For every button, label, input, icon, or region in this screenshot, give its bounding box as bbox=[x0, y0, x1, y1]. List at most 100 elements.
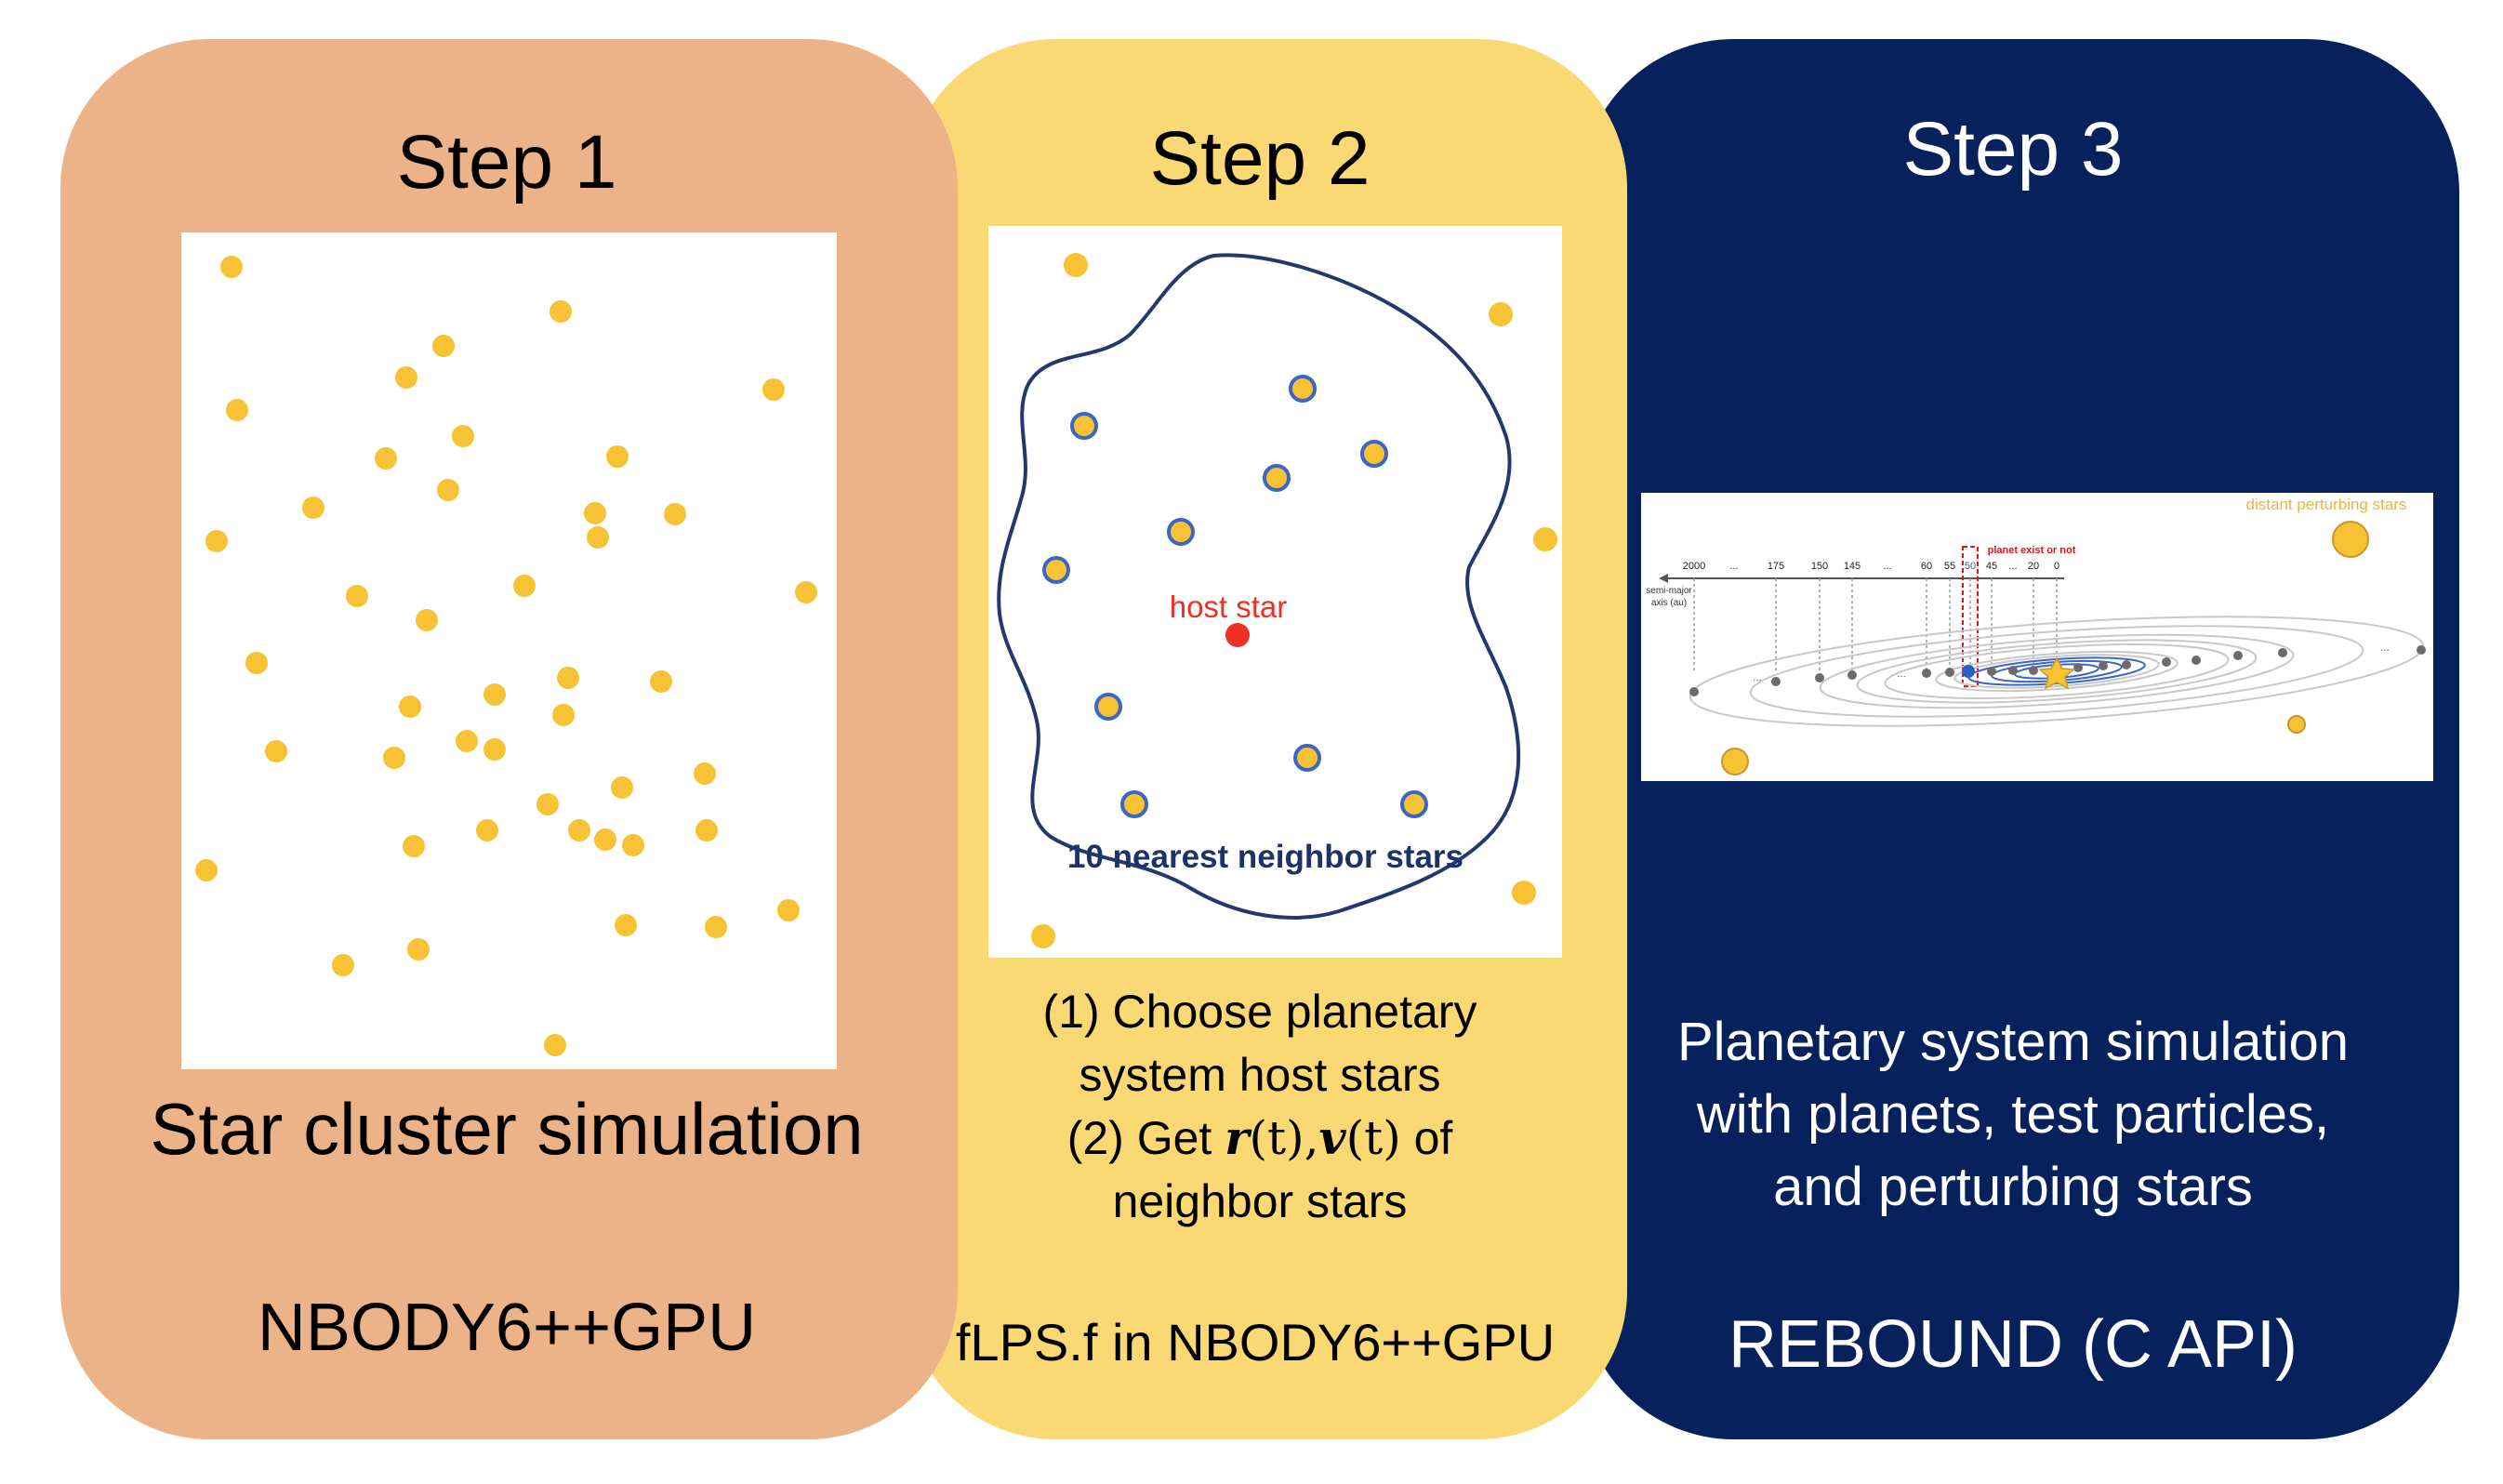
axis-label-line1: semi-major bbox=[1646, 586, 1692, 596]
cluster-star bbox=[403, 835, 425, 857]
axis-tick-label: 145 bbox=[1844, 561, 1861, 572]
field-star bbox=[1512, 881, 1536, 905]
cluster-star bbox=[483, 738, 506, 761]
orbit-ellipse bbox=[1856, 639, 2258, 704]
perturber-label: distant perturbing stars bbox=[2246, 496, 2407, 513]
cluster-star bbox=[536, 793, 559, 815]
neighbor-stars bbox=[1042, 375, 1428, 818]
step2-desc-line3-prefix: (2) Get bbox=[1066, 1112, 1225, 1164]
step3-caption-line1: Planetary system simulation bbox=[1676, 1012, 2350, 1072]
step2-tool: fLPS.f in NBODY6++GPU bbox=[955, 1313, 1556, 1371]
test-particle bbox=[1689, 687, 1699, 696]
cluster-star bbox=[416, 609, 438, 631]
position-symbol: r bbox=[1225, 1110, 1250, 1165]
perturber-star-bottom-right bbox=[2287, 715, 2306, 734]
cluster-star bbox=[195, 859, 218, 881]
host-star bbox=[1225, 623, 1250, 647]
cluster-star bbox=[513, 575, 536, 597]
test-particle bbox=[2278, 648, 2287, 657]
cluster-star bbox=[777, 899, 800, 921]
test-particle bbox=[1945, 668, 1954, 677]
neighbor-star bbox=[1400, 790, 1428, 818]
cluster-box bbox=[181, 232, 837, 1069]
step2-title: Step 2 bbox=[1149, 116, 1371, 201]
field-star bbox=[1031, 924, 1055, 948]
axis-tick-label: 45 bbox=[1986, 561, 1997, 572]
neighborhood-boundary bbox=[997, 253, 1521, 920]
neighbor-label: 10 nearest neighbor stars bbox=[1067, 839, 1463, 875]
cluster-star bbox=[205, 530, 228, 552]
perturber-star-bottom-left bbox=[1721, 748, 1749, 775]
step1-tool: NBODY6++GPU bbox=[257, 1291, 757, 1365]
orbit-ellipse bbox=[1884, 643, 2230, 699]
axis-tick-label: 50 bbox=[1965, 561, 1976, 572]
cluster-star bbox=[650, 670, 672, 693]
cluster-star bbox=[694, 762, 716, 785]
axis-tick-label: 60 bbox=[1921, 561, 1932, 572]
orbit-bodies: ......... bbox=[1689, 641, 2426, 696]
cluster-star bbox=[456, 730, 478, 752]
cluster-star bbox=[432, 335, 455, 357]
step3-tool: REBOUND (C API) bbox=[1728, 1307, 2298, 1382]
cluster-star bbox=[622, 834, 644, 856]
cluster-star bbox=[615, 914, 637, 936]
perturber-star-large bbox=[2332, 521, 2369, 558]
axis-tick-label: 55 bbox=[1944, 561, 1955, 572]
step2-desc-line3-suffix: of bbox=[1400, 1112, 1453, 1164]
cluster-star bbox=[587, 526, 609, 549]
step2-desc-line3: (2) Get r(t),v(t) of bbox=[930, 1106, 1590, 1170]
neighbor-star bbox=[1070, 412, 1098, 440]
neighbor-star bbox=[1042, 556, 1070, 584]
test-particle bbox=[2162, 657, 2171, 667]
axis-tick-label: ... bbox=[2008, 561, 2017, 572]
orbit-ellipse bbox=[1935, 650, 2179, 693]
velocity-symbol: v bbox=[1318, 1110, 1346, 1165]
planet-slot-label: planet exist or not bbox=[1988, 545, 2076, 556]
cluster-star bbox=[452, 425, 474, 447]
cluster-star bbox=[226, 399, 248, 421]
step2-desc-line1: (1) Choose planetary bbox=[1042, 986, 1477, 1038]
cluster-star bbox=[664, 503, 686, 525]
cluster-star bbox=[395, 366, 417, 389]
test-particle bbox=[2192, 656, 2201, 665]
step3-title: Step 3 bbox=[1902, 107, 2124, 192]
axis-tick-label: 2000 bbox=[1683, 561, 1705, 572]
orbit-ellipsis: ... bbox=[1753, 670, 1762, 683]
orbit-ellipse bbox=[1953, 654, 2160, 689]
cluster-star bbox=[544, 1034, 566, 1056]
neighbor-star bbox=[1289, 375, 1317, 403]
cluster-star bbox=[568, 819, 590, 841]
cluster-star bbox=[302, 497, 324, 519]
axis-tick-label: ... bbox=[1729, 561, 1738, 572]
test-particle bbox=[1987, 667, 1996, 676]
cluster-star bbox=[399, 696, 421, 718]
step2-desc-line4: neighbor stars bbox=[1112, 1175, 1408, 1227]
test-particle bbox=[1847, 670, 1857, 680]
cluster-star bbox=[220, 256, 243, 278]
cluster-star bbox=[332, 954, 354, 976]
test-particle bbox=[2008, 666, 2018, 675]
cluster-star bbox=[346, 585, 368, 607]
neighbor-star bbox=[1094, 693, 1122, 721]
neighbor-star bbox=[1167, 518, 1195, 546]
axis-tick-label: 20 bbox=[2028, 561, 2039, 572]
cluster-star bbox=[695, 819, 718, 841]
step3-caption-line2: with planets, test particles, bbox=[1696, 1084, 2330, 1145]
orbit-ellipse bbox=[1749, 625, 2364, 718]
axis-arrowhead bbox=[1659, 574, 1668, 583]
cluster-star bbox=[407, 938, 430, 961]
cluster-star bbox=[437, 479, 459, 501]
neighbor-star bbox=[1293, 744, 1321, 772]
step1-caption: Star cluster simulation bbox=[150, 1088, 864, 1170]
test-particle bbox=[2029, 666, 2038, 675]
axis-tick-label: 175 bbox=[1768, 561, 1784, 572]
neighbor-star bbox=[1360, 440, 1388, 468]
cluster-star bbox=[476, 819, 498, 841]
velocity-arg: (t) bbox=[1345, 1111, 1401, 1165]
cluster-star bbox=[375, 447, 397, 470]
orbit-box bbox=[1641, 493, 2433, 781]
test-particle bbox=[1771, 677, 1781, 686]
cluster-star bbox=[550, 300, 572, 323]
axis-label-line2: axis (au) bbox=[1651, 598, 1687, 608]
